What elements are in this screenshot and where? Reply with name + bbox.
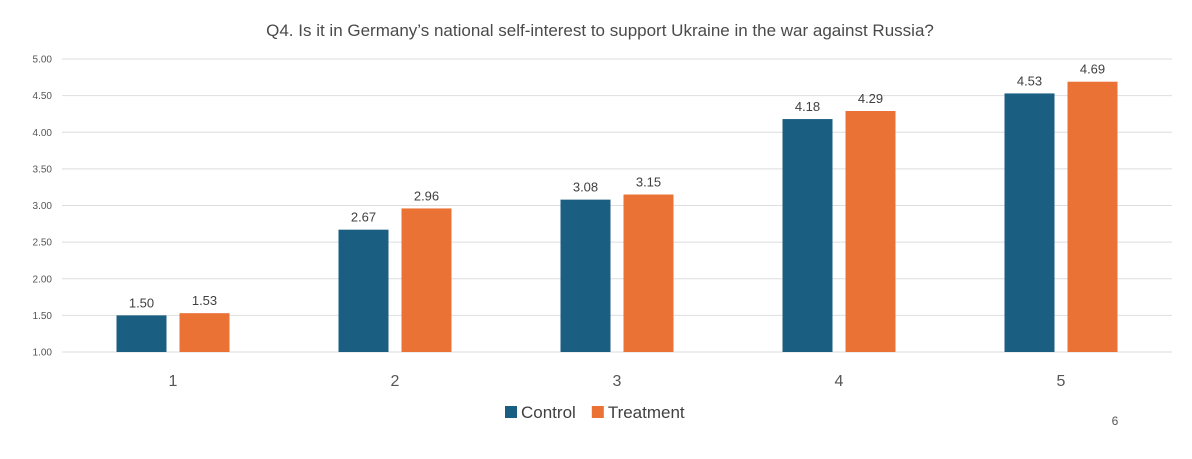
legend-label-control: Control (521, 403, 576, 422)
x-tick-label: 3 (613, 373, 622, 390)
bar-control-4 (782, 119, 833, 352)
legend-swatch-control (505, 406, 517, 418)
bar-treatment-1 (179, 313, 230, 352)
data-label: 1.53 (192, 293, 217, 308)
bar-treatment-4 (845, 111, 896, 352)
bar-control-5 (1004, 93, 1055, 353)
data-label: 2.67 (351, 210, 376, 225)
data-label: 3.15 (636, 175, 661, 190)
y-tick-label: 5.00 (33, 55, 53, 66)
y-tick-label: 1.00 (33, 348, 53, 359)
x-tick-label: 4 (835, 373, 844, 390)
page-number: 6 (1112, 414, 1119, 428)
gridlines (62, 58, 1172, 353)
y-tick-label: 2.50 (33, 238, 53, 249)
x-tick-label: 1 (169, 373, 178, 390)
bar-treatment-5 (1067, 81, 1118, 353)
data-label: 4.29 (858, 91, 883, 106)
bar-control-1 (116, 315, 167, 352)
y-axis-ticks: 1.00 1.50 2.00 2.50 3.00 3.50 4.00 4.50 5.00 (33, 55, 53, 359)
legend-swatch-treatment (591, 406, 604, 418)
data-label: 2.96 (414, 188, 439, 203)
y-tick-label: 2.00 (33, 274, 53, 285)
y-tick-label: 1.50 (33, 311, 53, 322)
data-label: 3.08 (573, 180, 598, 195)
chart-title: Q4. Is it in Germany’s national self-int… (266, 21, 934, 40)
y-tick-label: 4.50 (33, 91, 53, 102)
data-label: 4.18 (795, 99, 820, 114)
bar-treatment-2 (401, 208, 452, 352)
data-label: 4.53 (1017, 73, 1042, 88)
bar-treatment-3 (623, 194, 674, 352)
legend: Control Treatment (505, 403, 685, 422)
y-tick-label: 3.00 (33, 201, 53, 212)
x-axis-ticks: 1 2 3 4 5 (169, 373, 1066, 390)
legend-label-treatment: Treatment (608, 403, 685, 422)
data-label: 4.69 (1080, 62, 1105, 77)
bar-control-2 (338, 229, 389, 352)
y-tick-label: 3.50 (33, 164, 53, 175)
x-tick-label: 2 (391, 373, 400, 390)
y-tick-label: 4.00 (33, 128, 53, 139)
data-label: 1.50 (129, 295, 154, 310)
x-tick-label: 5 (1057, 373, 1066, 390)
bar-control-3 (560, 199, 611, 352)
bars: 1.50 1.53 2.67 2.96 3.08 3.15 4.18 4.29 4.53 4.69 (116, 62, 1118, 353)
